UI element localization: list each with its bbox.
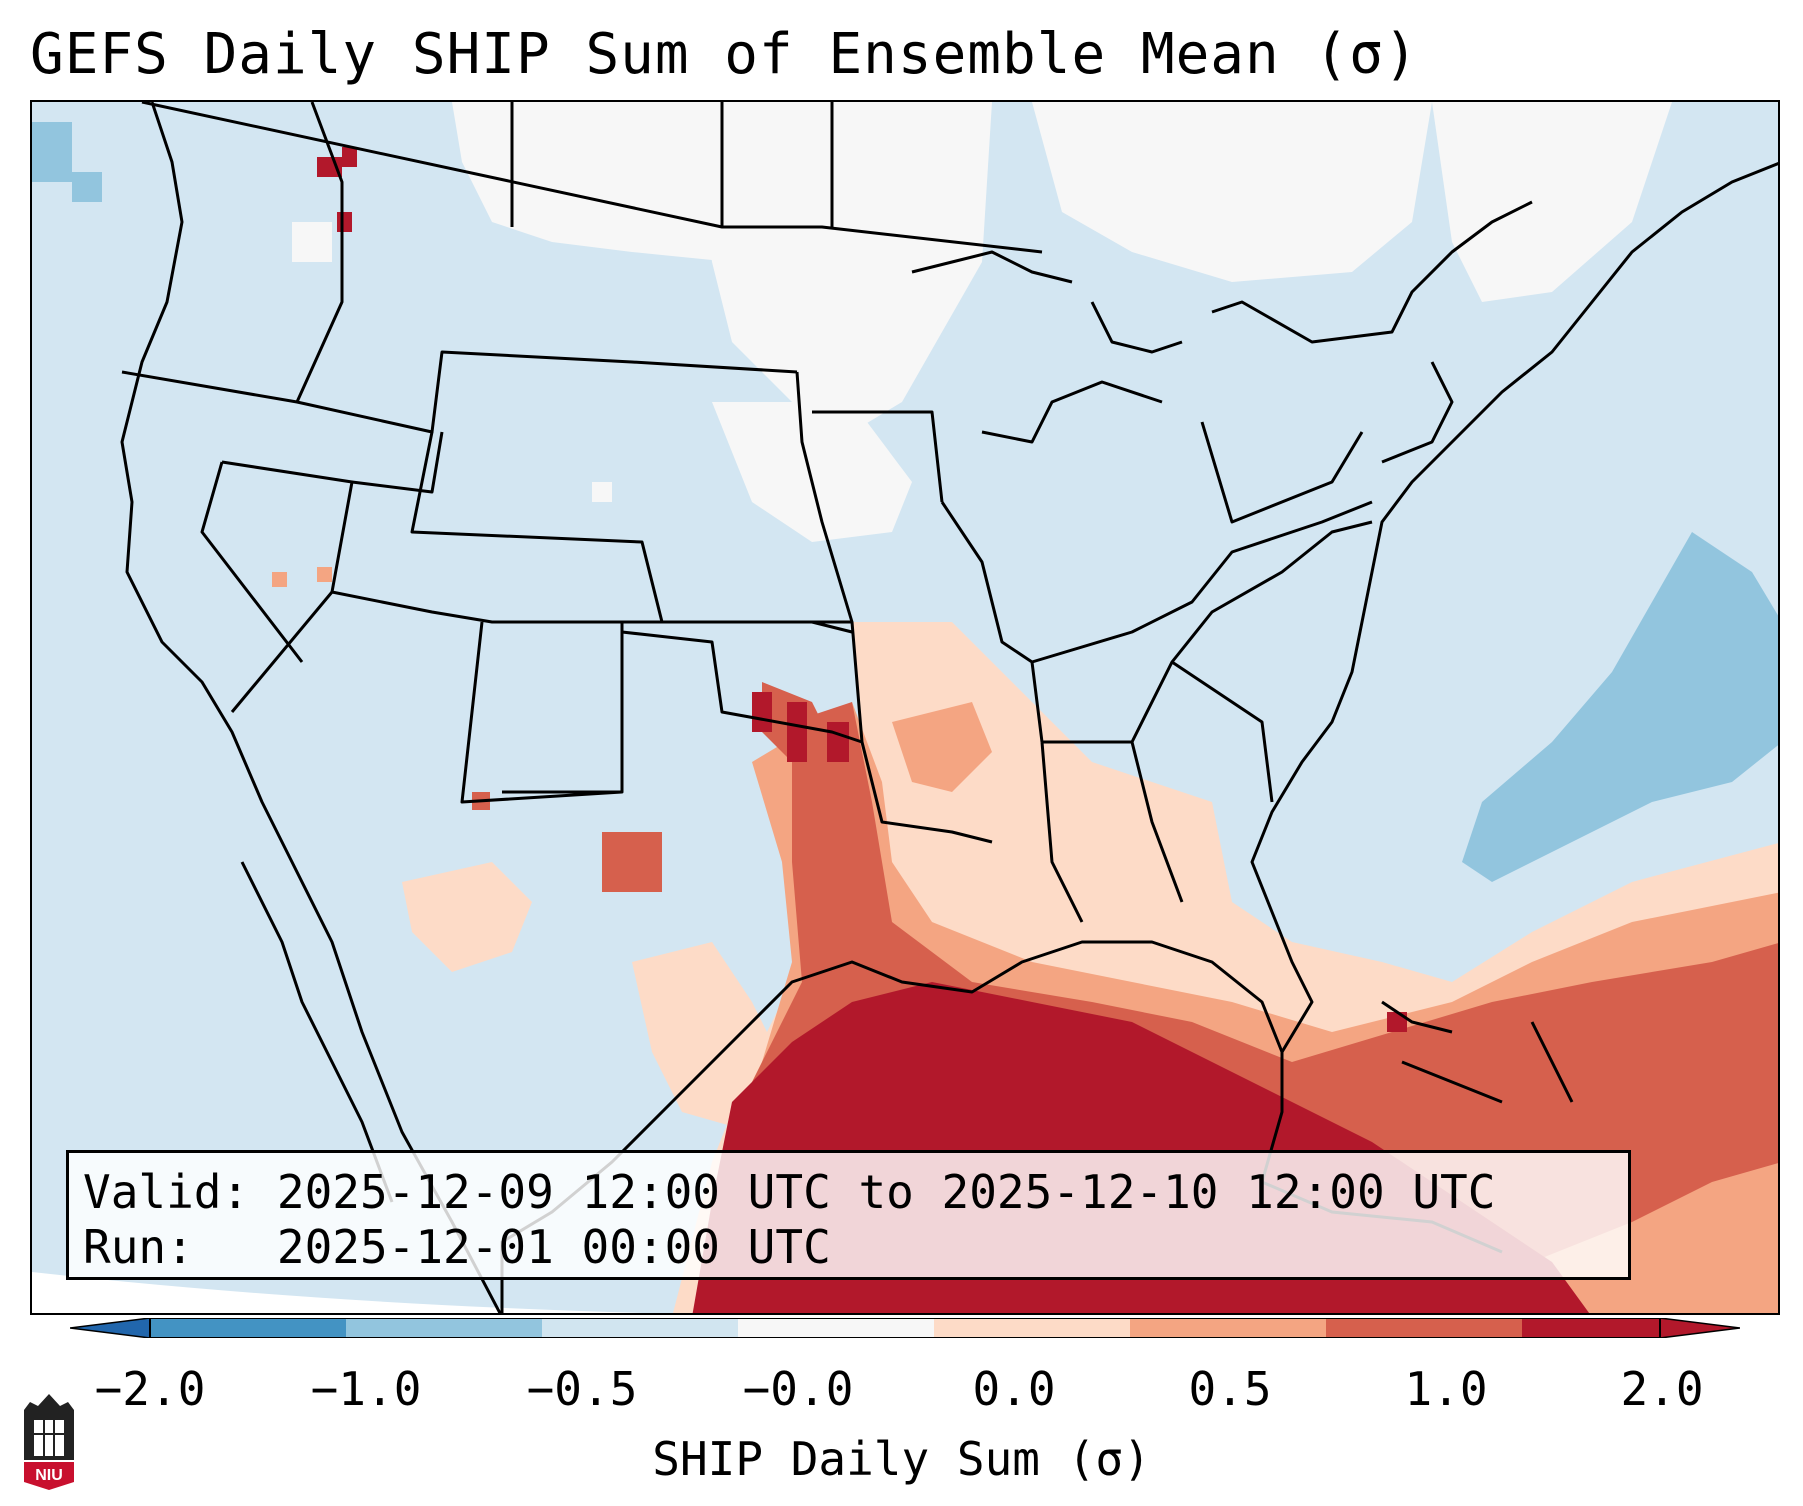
colorbar-tick-2: −1.0 [310,1362,422,1416]
run-label: Run: [83,1220,194,1274]
negative-field [32,122,1778,882]
colorbar [70,1318,1740,1338]
islands [1381,1000,1574,1104]
run-info-box: Valid: 2025-12-09 12:00 UTC to 2025-12-1… [66,1150,1631,1280]
colorbar-tick-5: 0.0 [972,1362,1056,1416]
colorbar-extend-high [1659,1318,1740,1338]
neutral-field [292,102,1672,542]
colorbar-tick-3: −0.5 [526,1362,638,1416]
positive-field [272,147,1778,1313]
colorbar-segment-5 [934,1318,1130,1338]
colorbar-segment-7 [1326,1318,1522,1338]
borders [120,102,1778,1313]
niu-logo: NIU [24,1394,74,1490]
colorbar-segment-6 [1130,1318,1326,1338]
colorbar-extend-low [70,1318,151,1338]
colorbar-tick-1: −2.0 [94,1362,206,1416]
colorbar-tick-8: 2.0 [1620,1362,1704,1416]
colorbar-segment-3 [542,1318,738,1338]
colorbar-tick-6: 0.5 [1188,1362,1272,1416]
colorbar-tick-7: 1.0 [1404,1362,1488,1416]
valid-value: 2025-12-09 12:00 UTC to 2025-12-10 12:00… [276,1165,1496,1219]
colorbar-segment-2 [346,1318,542,1338]
colorbar-tick-4: −0.0 [742,1362,854,1416]
valid-label: Valid: [83,1165,250,1219]
colorbar-segment-1 [150,1318,346,1338]
run-value: 2025-12-01 00:00 UTC [276,1220,831,1274]
logo-text: NIU [35,1467,63,1484]
colorbar-segment-4 [738,1318,934,1338]
map-canvas [32,102,1778,1313]
map-title: GEFS Daily SHIP Sum of Ensemble Mean (σ) [30,22,1419,87]
map-panel [30,100,1780,1315]
colorbar-label: SHIP Daily Sum (σ) [652,1432,1151,1486]
colorbar-segment-8 [1522,1318,1660,1338]
